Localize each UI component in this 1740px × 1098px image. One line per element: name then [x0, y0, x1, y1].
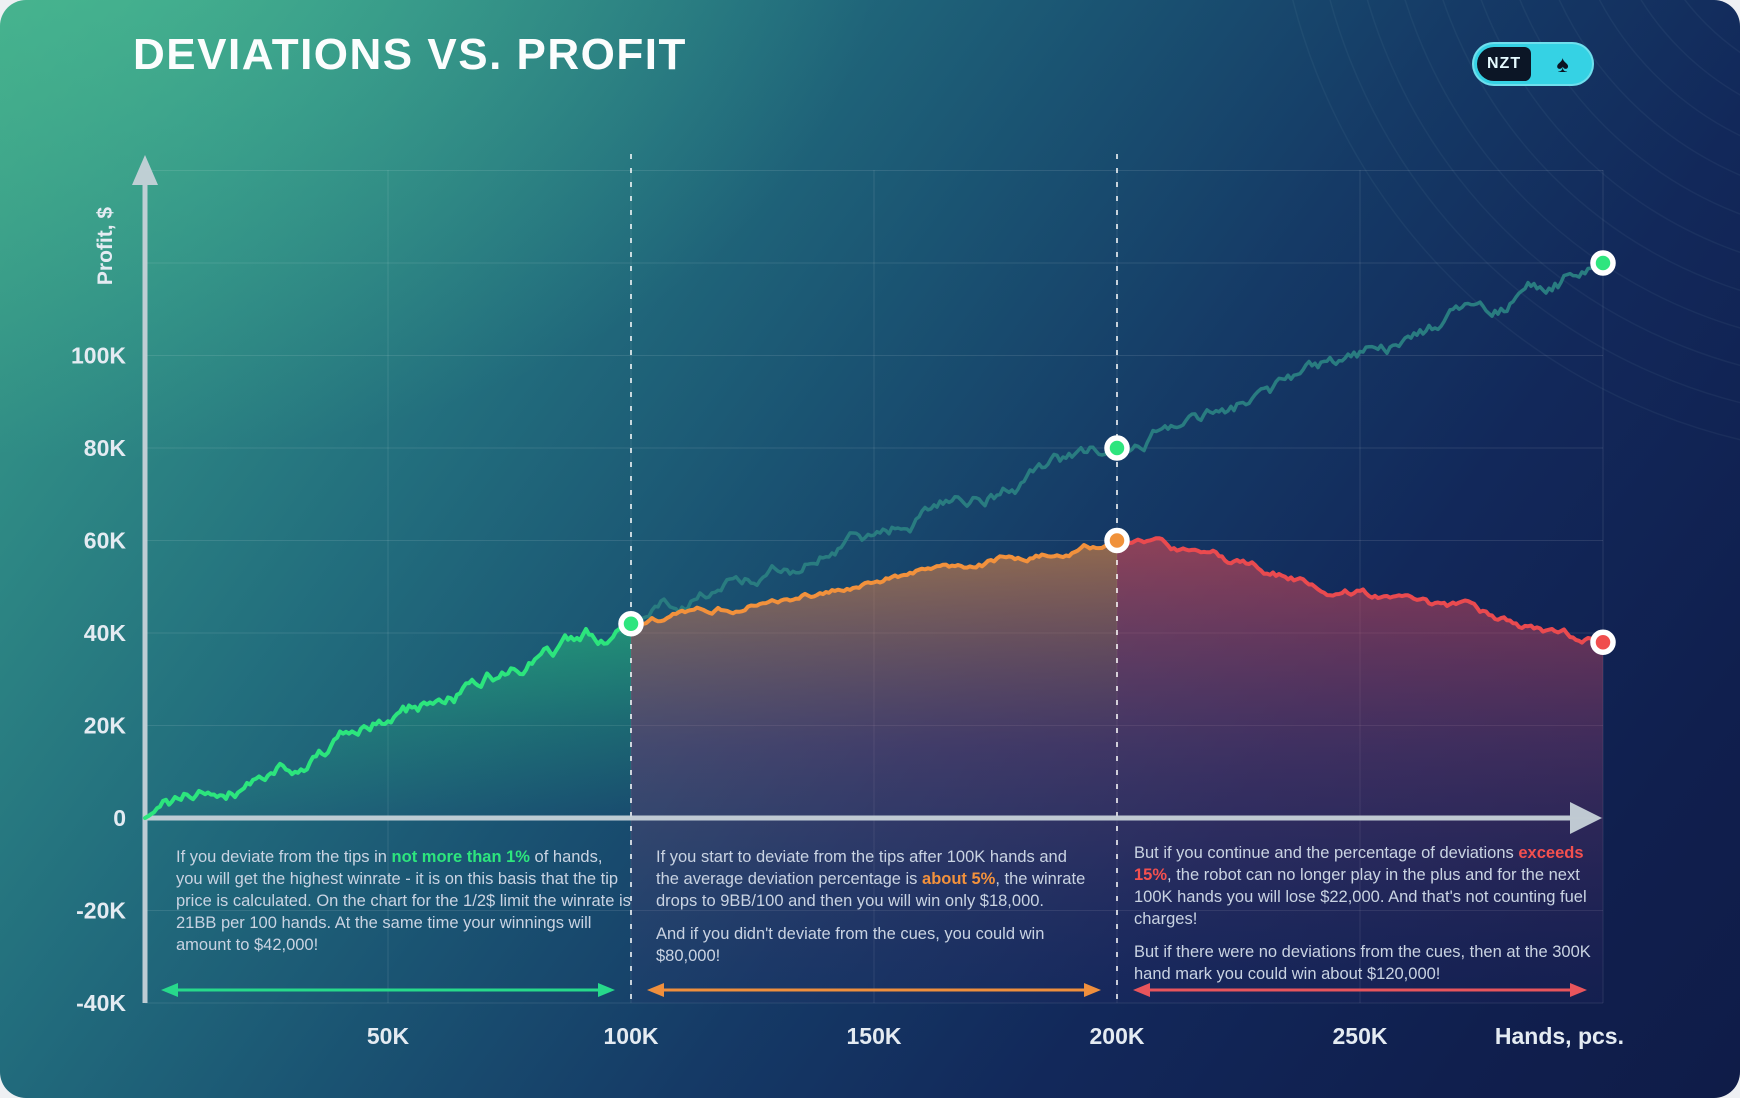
annotation-text: of hands, you will get the highest winra… [176, 848, 631, 954]
x-tick-label: 150K [847, 1023, 902, 1049]
y-tick-label: 60K [84, 528, 127, 554]
page-title: DEVIATIONS VS. PROFIT [133, 30, 687, 79]
marker-dot [1104, 527, 1130, 554]
highlighted-text: exceeds 15% [1134, 844, 1584, 884]
series-line [1115, 536, 1605, 645]
x-tick-label: 50K [367, 1023, 410, 1049]
highlighted-text: not more than 1% [391, 848, 530, 866]
y-tick-label: -20K [76, 898, 126, 924]
series-line [143, 621, 633, 820]
x-tick-label: 250K [1333, 1023, 1388, 1049]
annotation-text: If you start to deviate from the tips af… [656, 848, 1067, 888]
axes [132, 155, 1602, 1003]
region-range-arrows [161, 983, 1587, 997]
marker-dot [1590, 629, 1616, 655]
y-tick-label: 80K [84, 435, 127, 461]
annotation-orange-region: If you start to deviate from the tips af… [656, 847, 1086, 979]
annotation-text: , the robot can no longer play in the pl… [1134, 865, 1587, 928]
marker-dot [618, 611, 644, 637]
value-markers [618, 250, 1616, 655]
x-tick-label: 200K [1090, 1023, 1145, 1049]
annotation-text: If you deviate from the tips in [176, 848, 392, 866]
y-tick-label: 40K [84, 620, 127, 646]
annotation-text: And if you didn't deviate from the cues,… [656, 924, 1045, 965]
series-lines [143, 261, 1605, 820]
y-tick-label: 0 [113, 805, 126, 831]
marker-dot [1590, 250, 1616, 276]
annotation-green-region: If you deviate from the tips in not more… [176, 847, 631, 968]
axis-labels: 100K 80K 60K 40K 20K 0 -20K -40K 50K 100K 150K 200K… [71, 207, 1624, 1049]
spade-icon: ♠ [1556, 50, 1569, 77]
threshold-guides [630, 154, 1118, 1003]
y-tick-label: -40K [76, 990, 126, 1016]
series-line [629, 538, 1119, 626]
annotation-text: But if there were no deviations from the… [1134, 942, 1591, 983]
y-tick-label: 100K [71, 343, 126, 369]
brand-badge: NZT ♠ [1472, 42, 1594, 86]
brand-nzt-label: NZT [1477, 47, 1532, 81]
annotation-red-region: But if you continue and the percentage o… [1134, 843, 1599, 997]
highlighted-text: about 5% [922, 869, 996, 888]
x-axis-title: Hands, pcs. [1495, 1023, 1624, 1049]
x-tick-label: 100K [604, 1023, 659, 1049]
annotation-text: But if you continue and the percentage o… [1134, 844, 1519, 862]
y-tick-label: 20K [84, 713, 127, 739]
y-axis-title: Profit, $ [94, 207, 117, 285]
marker-dot [1104, 435, 1130, 461]
annotation-text: , the winrate drops to 9BB/100 and then … [656, 869, 1086, 910]
